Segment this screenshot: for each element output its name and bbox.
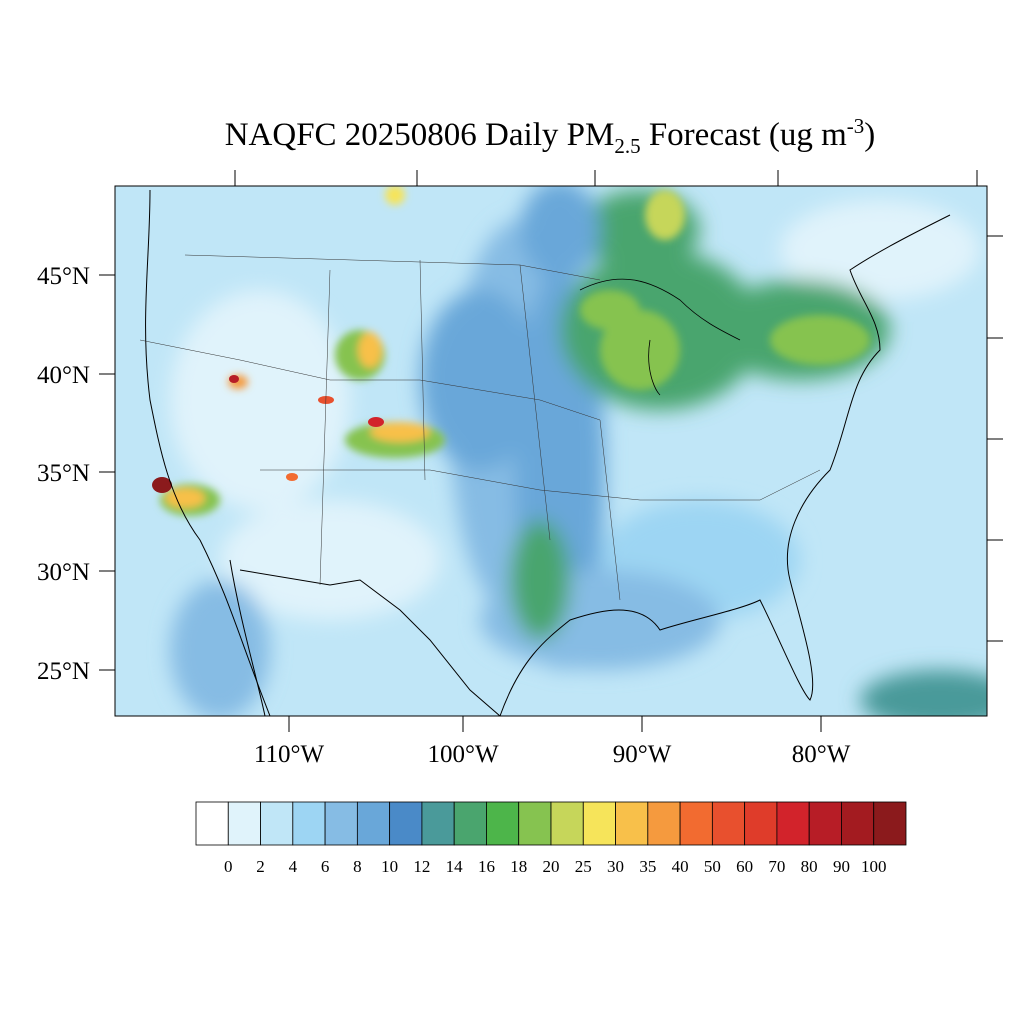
colorbar-box xyxy=(776,801,810,846)
colorbar-label: 25 xyxy=(575,857,592,876)
colorbar-box xyxy=(841,801,875,846)
colorbar-label: 8 xyxy=(353,857,362,876)
colorbar-box xyxy=(808,801,842,846)
colorbar-box xyxy=(453,801,487,846)
colorbar-box xyxy=(227,801,261,846)
colorbar-label: 90 xyxy=(833,857,850,876)
colorbar-label: 6 xyxy=(321,857,330,876)
colorbar-box xyxy=(550,801,584,846)
colorbar-label: 20 xyxy=(543,857,560,876)
lat-label: 30°N xyxy=(37,559,90,586)
map-frame xyxy=(114,185,988,717)
colorbar-box xyxy=(292,801,326,846)
colorbar-label: 12 xyxy=(413,857,430,876)
lat-label: 40°N xyxy=(37,362,90,389)
map-ticks xyxy=(99,170,1003,732)
map-field xyxy=(115,186,987,716)
lat-label: 25°N xyxy=(37,658,90,685)
colorbar-label: 100 xyxy=(861,857,887,876)
colorbar-box xyxy=(389,801,423,846)
colorbar-label: 10 xyxy=(381,857,398,876)
colorbar-box xyxy=(195,801,229,846)
lon-label: 80°W xyxy=(792,741,851,768)
lat-label: 35°N xyxy=(37,460,90,487)
colorbar-label: 30 xyxy=(607,857,624,876)
lon-label: 110°W xyxy=(254,741,325,768)
colorbar-box xyxy=(615,801,649,846)
colorbar-box xyxy=(582,801,616,846)
colorbar-label: 80 xyxy=(801,857,818,876)
colorbar-box xyxy=(486,801,520,846)
colorbar-box xyxy=(744,801,778,846)
colorbar-label: 18 xyxy=(510,857,527,876)
colorbar-label: 50 xyxy=(704,857,721,876)
colorbar-label: 16 xyxy=(478,857,495,876)
title: NAQFC 20250806 Daily PM2.5 Forecast (ug … xyxy=(225,114,876,158)
colorbar-box xyxy=(260,801,294,846)
colorbar-box xyxy=(679,801,713,846)
colorbar-box xyxy=(421,801,455,846)
colorbar-label: 70 xyxy=(768,857,785,876)
colorbar-label: 2 xyxy=(256,857,265,876)
colorbar-label: 35 xyxy=(639,857,656,876)
colorbar-box xyxy=(873,801,907,846)
colorbar-label: 14 xyxy=(446,857,464,876)
colorbar-label: 0 xyxy=(224,857,233,876)
lon-label: 90°W xyxy=(613,741,672,768)
lon-label: 100°W xyxy=(427,741,498,768)
colorbar-box xyxy=(711,801,746,846)
colorbar-box xyxy=(324,801,358,846)
colorbar-label: 40 xyxy=(672,857,689,876)
colorbar-box xyxy=(356,801,391,846)
lat-label: 45°N xyxy=(37,263,90,290)
colorbar-label: 4 xyxy=(289,857,298,876)
colorbar-label: 60 xyxy=(736,857,753,876)
colorbar-box xyxy=(518,801,552,846)
colorbar-box xyxy=(647,801,681,846)
